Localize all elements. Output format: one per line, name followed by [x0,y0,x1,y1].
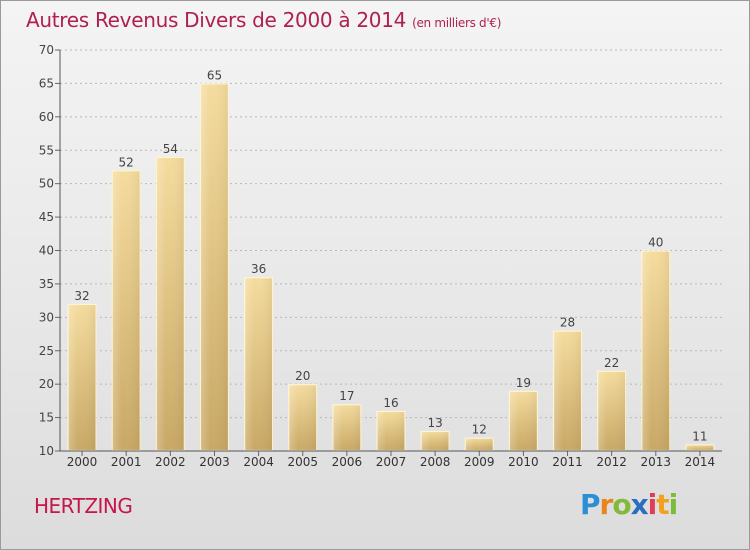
x-tick-label: 2014 [685,455,716,469]
bars [67,83,715,452]
logo-letter: i [647,488,658,521]
axes [59,50,722,452]
data-label: 40 [648,236,663,250]
bar-sheen [553,330,583,451]
bar-sheen [244,277,274,451]
bar-sheen [376,410,406,451]
x-tick-label: 2003 [199,455,230,469]
data-label: 12 [472,423,487,437]
x-tick-label: 2008 [420,455,451,469]
logo-letter: i [668,488,679,521]
logo-letter: r [599,488,614,521]
y-tick-label: 35 [39,277,54,291]
y-tick-label: 40 [39,244,54,258]
x-axis-ticks: 2000 2001 2002 2003 2004 2005 2006 2007 2008 2009… [67,451,715,469]
y-tick-label: 15 [39,411,54,425]
data-label: 54 [163,142,178,156]
x-tick-label: 2004 [243,455,274,469]
y-tick-label: 30 [39,310,54,324]
x-tick-label: 2006 [332,455,363,469]
x-tick-label: 2012 [596,455,627,469]
y-tick-label: 45 [39,210,54,224]
proxiti-logo: Proxiti [580,488,679,521]
y-axis-ticks: 10 15 20 25 30 35 40 45 50 55 60 65 70 [39,43,60,458]
bar-sheen [641,250,671,451]
x-tick-label: 2001 [111,455,142,469]
x-tick-label: 2005 [287,455,318,469]
y-tick-label: 65 [39,76,54,90]
bar-sheen [332,404,362,451]
x-tick-label: 2000 [67,455,98,469]
bar-sheen [111,170,141,452]
data-label: 22 [604,356,619,370]
bar-sheen [67,303,97,451]
y-tick-label: 10 [39,444,54,458]
data-label: 36 [251,262,266,276]
logo-letter: t [656,488,669,521]
data-label: 65 [207,68,222,82]
y-tick-label: 50 [39,177,54,191]
logo-letter: o [612,488,631,521]
bar-sheen [288,384,318,451]
chart-unit: (en milliers d'€) [412,16,502,30]
data-label: 17 [339,389,354,403]
bar-sheen [685,444,715,451]
x-tick-label: 2007 [376,455,407,469]
bar-sheen [597,370,627,451]
logo-letter: P [580,488,601,521]
bar-sheen [199,83,229,452]
bar-sheen [155,156,185,451]
y-tick-label: 55 [39,143,54,157]
commune-name: HERTZING [34,494,133,518]
y-tick-label: 25 [39,344,54,358]
data-label: 16 [383,396,398,410]
chart-title: Autres Revenus Divers de 2000 à 2014 (en … [26,8,501,32]
logo-letter: x [630,488,649,521]
data-label: 28 [560,316,575,330]
y-tick-label: 70 [39,43,54,57]
bar-sheen [508,390,538,451]
x-tick-label: 2013 [641,455,672,469]
data-labels: 32 52 54 65 36 20 17 16 13 12 19 28 22 40 11 [74,68,707,443]
x-tick-label: 2010 [508,455,539,469]
x-tick-label: 2011 [552,455,583,469]
bar-sheen [464,437,494,451]
y-tick-label: 60 [39,110,54,124]
y-tick-label: 20 [39,377,54,391]
bar-sheen [420,430,450,451]
data-label: 13 [427,416,442,430]
data-label: 52 [119,155,134,169]
data-label: 32 [74,289,89,303]
x-tick-label: 2002 [155,455,186,469]
data-label: 11 [692,429,707,443]
data-label: 20 [295,369,310,383]
chart-title-text: Autres Revenus Divers de 2000 à 2014 [26,8,407,32]
data-label: 19 [516,376,531,390]
x-tick-label: 2009 [464,455,495,469]
